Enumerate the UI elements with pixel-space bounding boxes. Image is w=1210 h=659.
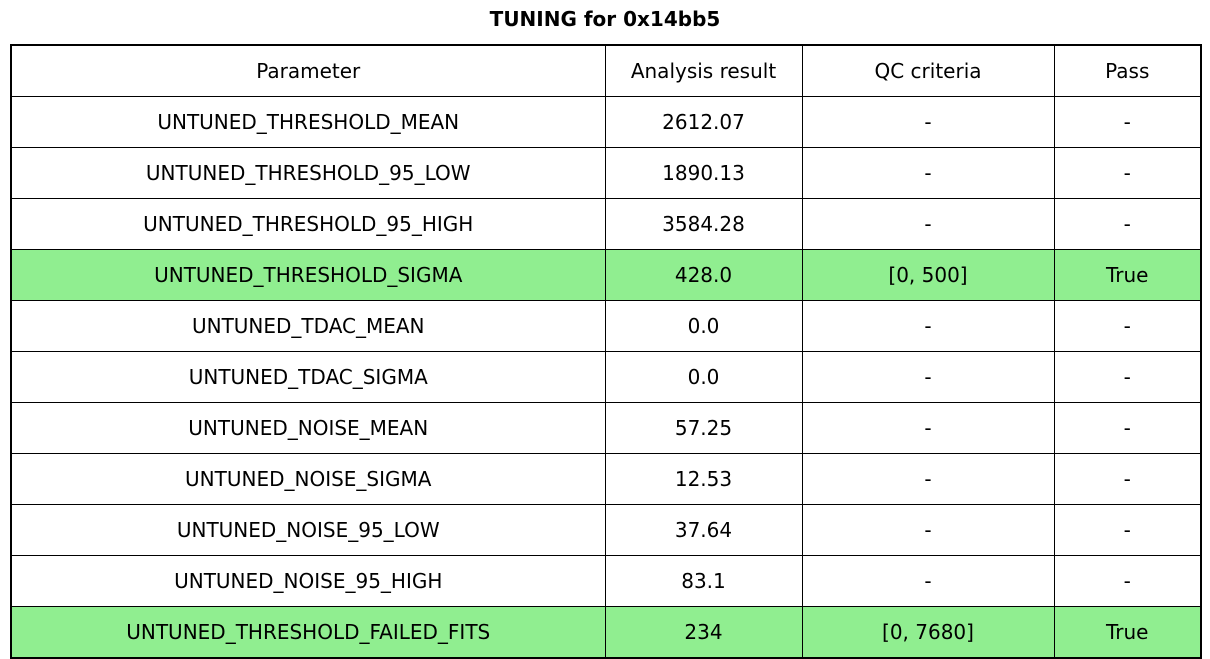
cell-qc-criteria: [0, 500] <box>801 249 1055 301</box>
cell-qc-criteria: - <box>801 504 1055 556</box>
table-row: UNTUNED_NOISE_MEAN 57.25- - <box>10 402 1202 454</box>
cell-analysis-result: 0.0 <box>604 351 803 403</box>
cell-qc-criteria: - <box>801 351 1055 403</box>
cell-qc-criteria: - <box>801 555 1055 607</box>
cell-qc-criteria: - <box>801 453 1055 505</box>
cell-pass: - <box>1053 555 1202 607</box>
cell-pass: - <box>1053 453 1202 505</box>
table-row-highlighted: UNTUNED_THRESHOLD_FAILED_FITS 234 [0, 7680… <box>10 606 1202 659</box>
cell-parameter: UNTUNED_THRESHOLD_95_HIGH <box>10 198 606 250</box>
cell-pass: - <box>1053 300 1202 352</box>
cell-pass: - <box>1053 198 1202 250</box>
cell-qc-criteria: - <box>801 147 1055 199</box>
table-row: UNTUNED_NOISE_95_LOW 37.64- - <box>10 504 1202 556</box>
cell-analysis-result: 2612.07 <box>604 96 803 148</box>
cell-parameter: UNTUNED_NOISE_MEAN <box>10 402 606 454</box>
cell-qc-criteria: - <box>801 96 1055 148</box>
table-row: UNTUNED_THRESHOLD_95_HIGH 3584.28- - <box>10 198 1202 250</box>
cell-parameter: UNTUNED_NOISE_95_HIGH <box>10 555 606 607</box>
cell-parameter: UNTUNED_NOISE_SIGMA <box>10 453 606 505</box>
cell-analysis-result: 3584.28 <box>604 198 803 250</box>
cell-pass: True <box>1053 606 1202 659</box>
cell-parameter: UNTUNED_THRESHOLD_MEAN <box>10 96 606 148</box>
cell-analysis-result: 37.64 <box>604 504 803 556</box>
column-header-pass: Pass <box>1053 44 1202 97</box>
cell-pass: - <box>1053 96 1202 148</box>
cell-pass: - <box>1053 351 1202 403</box>
cell-qc-criteria: - <box>801 300 1055 352</box>
table-header-row: Parameter Analysis result QC criteria Pa… <box>10 44 1202 97</box>
table-row-highlighted: UNTUNED_THRESHOLD_SIGMA 428.0 [0, 500] True <box>10 249 1202 301</box>
figure-title: TUNING for 0x14bb5 <box>489 7 721 31</box>
cell-pass: - <box>1053 402 1202 454</box>
cell-qc-criteria: - <box>801 198 1055 250</box>
cell-parameter: UNTUNED_THRESHOLD_FAILED_FITS <box>10 606 606 659</box>
cell-qc-criteria: [0, 7680] <box>801 606 1055 659</box>
table-row: UNTUNED_THRESHOLD_MEAN 2612.07- - <box>10 96 1202 148</box>
cell-pass: True <box>1053 249 1202 301</box>
cell-pass: - <box>1053 504 1202 556</box>
cell-analysis-result: 234 <box>604 606 803 659</box>
cell-qc-criteria: - <box>801 402 1055 454</box>
cell-parameter: UNTUNED_THRESHOLD_95_LOW <box>10 147 606 199</box>
cell-pass: - <box>1053 147 1202 199</box>
cell-parameter: UNTUNED_TDAC_MEAN <box>10 300 606 352</box>
cell-parameter: UNTUNED_THRESHOLD_SIGMA <box>10 249 606 301</box>
table-row: UNTUNED_NOISE_SIGMA 12.53- - <box>10 453 1202 505</box>
column-header-analysis-result: Analysis result <box>604 44 803 97</box>
table-row: UNTUNED_NOISE_95_HIGH 83.1- - <box>10 555 1202 607</box>
cell-analysis-result: 0.0 <box>604 300 803 352</box>
column-header-qc-criteria: QC criteria <box>801 44 1055 97</box>
column-header-parameter: Parameter <box>10 44 606 97</box>
cell-analysis-result: 1890.13 <box>604 147 803 199</box>
table-row: UNTUNED_TDAC_SIGMA 0.0- - <box>10 351 1202 403</box>
table-row: UNTUNED_THRESHOLD_95_LOW 1890.13- - <box>10 147 1202 199</box>
qc-results-table: Parameter Analysis result QC criteria Pa… <box>10 44 1202 659</box>
cell-analysis-result: 83.1 <box>604 555 803 607</box>
cell-analysis-result: 428.0 <box>604 249 803 301</box>
cell-parameter: UNTUNED_NOISE_95_LOW <box>10 504 606 556</box>
table-row: UNTUNED_TDAC_MEAN 0.0- - <box>10 300 1202 352</box>
cell-analysis-result: 12.53 <box>604 453 803 505</box>
cell-analysis-result: 57.25 <box>604 402 803 454</box>
cell-parameter: UNTUNED_TDAC_SIGMA <box>10 351 606 403</box>
